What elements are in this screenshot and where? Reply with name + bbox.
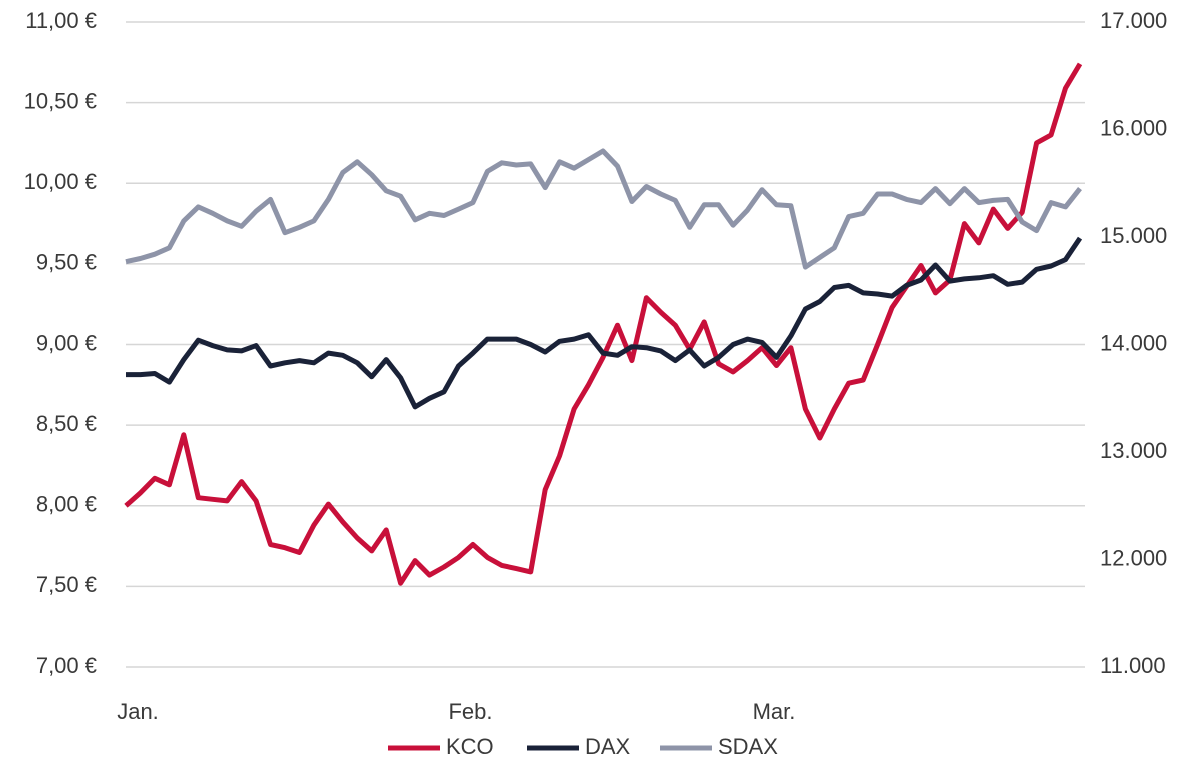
x-tick-label: Jan. — [117, 699, 159, 724]
y-tick-label: 10,50 € — [24, 88, 97, 113]
y2-tick-label: 14.000 — [1100, 330, 1167, 355]
y-tick-label: 7,00 € — [36, 653, 97, 678]
y-tick-label: 10,00 € — [24, 169, 97, 194]
y-tick-label: 8,00 € — [36, 492, 97, 517]
y-tick-label: 9,50 € — [36, 250, 97, 275]
legend-label: KCO — [446, 734, 494, 759]
y-tick-label: 7,50 € — [36, 572, 97, 597]
legend-label: SDAX — [718, 734, 778, 759]
y2-tick-label: 12.000 — [1100, 545, 1167, 570]
y-tick-label: 9,00 € — [36, 330, 97, 355]
series-line — [124, 62, 1083, 586]
y2-tick-label: 15.000 — [1100, 223, 1167, 248]
y-tick-label: 8,50 € — [36, 411, 97, 436]
y2-tick-label: 16.000 — [1100, 115, 1167, 140]
x-tick-label: Feb. — [448, 699, 492, 724]
y2-tick-label: 11.000 — [1100, 653, 1166, 678]
legend-label: DAX — [585, 734, 631, 759]
series-line — [125, 148, 1082, 270]
series-line — [126, 236, 1083, 410]
y-tick-label: 11,00 € — [25, 8, 97, 33]
y2-tick-label: 13.000 — [1100, 438, 1167, 463]
y2-tick-label: 17.000 — [1100, 8, 1167, 33]
x-tick-label: Mar. — [753, 699, 796, 724]
